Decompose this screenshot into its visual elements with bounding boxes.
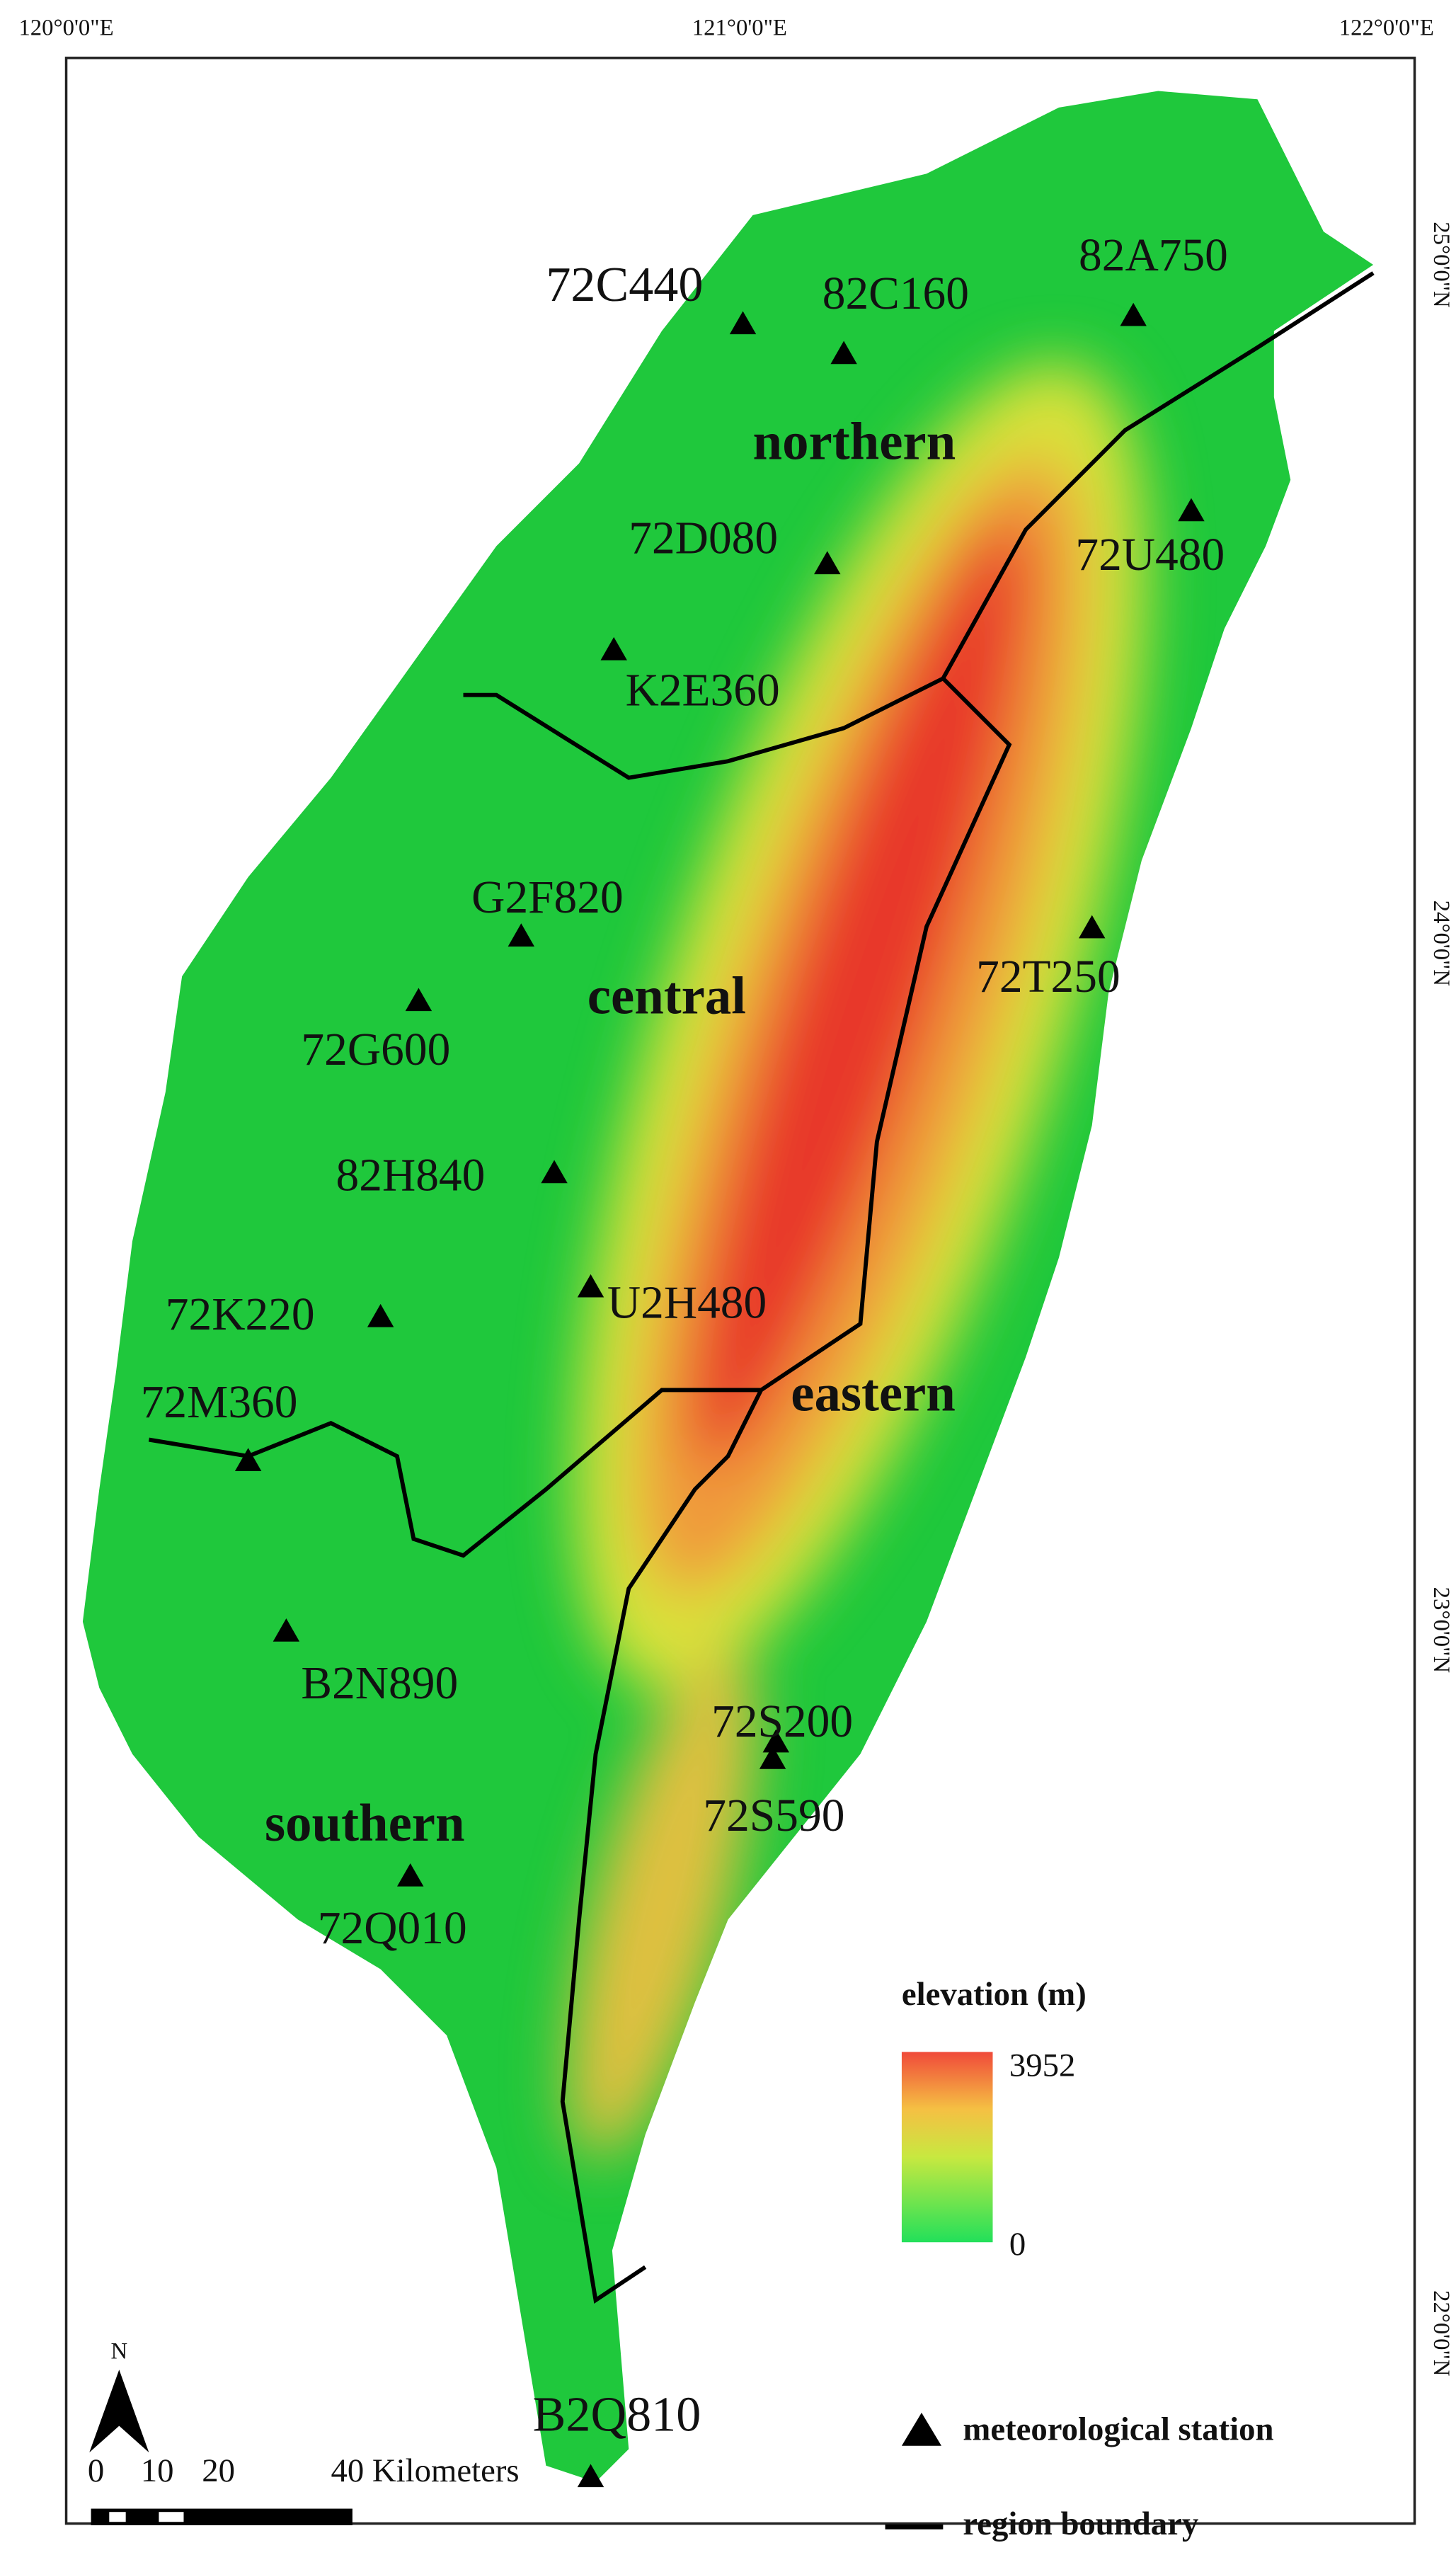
station-marker	[729, 311, 757, 335]
station-label: B2N890	[301, 1658, 458, 1709]
station-marker	[762, 1729, 789, 1753]
station-label: B2Q810	[533, 2387, 701, 2442]
legend-station: meteorological station	[963, 2411, 1273, 2448]
legend-min: 0	[1009, 2226, 1026, 2263]
station-label: 72S590	[703, 1790, 844, 1841]
station-marker	[830, 341, 857, 365]
station-marker	[397, 1863, 424, 1887]
station-label: 72D080	[629, 513, 778, 564]
station-label: 72M360	[141, 1377, 298, 1428]
latitude-label: 23°0'0"N	[1428, 1587, 1454, 1673]
station-label: 82A750	[1079, 230, 1228, 281]
region-label: northern	[753, 412, 956, 471]
scale-tick: 10	[141, 2452, 174, 2489]
station-label: 82C160	[822, 268, 969, 319]
latitude-label: 22°0'0"N	[1428, 2290, 1454, 2376]
latitude-label: 24°0'0"N	[1428, 901, 1454, 986]
scale-tick: 0	[88, 2452, 104, 2489]
station-marker	[600, 636, 627, 661]
station-marker	[508, 923, 535, 947]
station-marker	[1178, 498, 1205, 522]
north-label: N	[111, 2338, 128, 2364]
station-marker	[1120, 302, 1147, 326]
scale-bar: 0 10 20 40 Kilometers	[88, 2452, 520, 2525]
legend-boundary: region boundary	[963, 2505, 1198, 2542]
region-label: central	[587, 966, 746, 1025]
station-label: 72S200	[711, 1696, 853, 1747]
north-arrow: N	[89, 2338, 149, 2453]
longitude-label: 121°0'0"E	[692, 16, 787, 41]
station-label: 72U480	[1075, 530, 1225, 581]
station-label: 72G600	[301, 1024, 450, 1075]
station-label: 72T250	[976, 951, 1120, 1002]
station-marker	[273, 1618, 300, 1642]
legend-title: elevation (m)	[902, 1976, 1087, 2013]
station-marker	[577, 2464, 604, 2488]
station-label: 72Q010	[318, 1903, 467, 1954]
station-marker	[814, 551, 841, 575]
station-label: 72K220	[166, 1289, 315, 1340]
scale-tick: 20	[202, 2452, 235, 2489]
station-marker	[367, 1303, 394, 1327]
station-label: U2H480	[607, 1278, 767, 1329]
station-marker	[234, 1448, 262, 1471]
longitude-label: 120°0'0"E	[18, 16, 113, 41]
station-marker	[577, 1274, 604, 1298]
station-label: K2E360	[626, 665, 780, 716]
scale-label: 40 Kilometers	[331, 2452, 520, 2489]
region-boundaries	[148, 271, 1375, 2304]
station-marker	[405, 988, 432, 1012]
station-marker	[541, 1160, 568, 1184]
longitude-label: 122°0'0"E	[1339, 16, 1434, 41]
elevation-ramp	[901, 2052, 993, 2243]
station-marker	[1079, 915, 1106, 939]
station-label: 82H840	[336, 1150, 486, 1201]
region-label: southern	[265, 1794, 465, 1853]
station-label: G2F820	[471, 872, 624, 923]
stations: 72C440 82C160 82A750 72U480 72D080 K2E360 G2F8…	[141, 230, 1228, 2488]
latitude-label: 25°0'0"N	[1428, 222, 1454, 307]
station-marker	[759, 1745, 786, 1769]
station-label: 72C440	[546, 258, 703, 312]
region-label: eastern	[791, 1364, 956, 1422]
station-symbol	[901, 2412, 942, 2446]
legend-max: 3952	[1009, 2047, 1075, 2084]
legend: elevation (m) 3952 0 meteorological stat…	[885, 1976, 1274, 2542]
